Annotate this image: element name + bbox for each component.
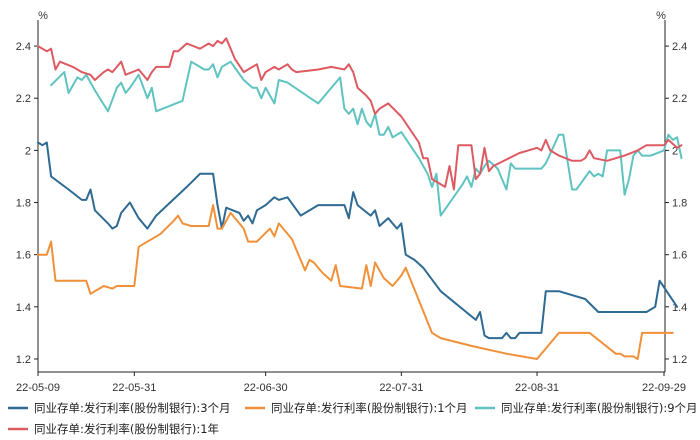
- y-tick-label-right: 1.8: [672, 198, 687, 210]
- y-tick-label-left: 2.4: [16, 41, 31, 53]
- y-unit-right: %: [656, 10, 666, 22]
- y-tick-label-right: 1.2: [672, 354, 687, 366]
- y-tick-label-left: 1.4: [16, 302, 31, 314]
- series-line-3: [37, 37, 683, 191]
- axes: % %1.2 1.21.4 1.41.6 1.61.8 1.82 22.2 2.22.4 2.4…: [16, 10, 688, 394]
- y-tick-label-left: 1.2: [16, 354, 31, 366]
- series-lines: [37, 37, 683, 360]
- x-tick-label: 22-08-31: [515, 382, 559, 394]
- x-tick-label: 22-09-29: [642, 382, 686, 394]
- y-tick-label-right: 2.4: [672, 41, 687, 53]
- series-line-1: [37, 204, 674, 360]
- y-tick-label-left: 2.2: [16, 93, 31, 105]
- legend-label-1: 同业存单:发行利率(股份制银行):1个月: [271, 401, 468, 415]
- legend-label-2: 同业存单:发行利率(股份制银行):9个月: [501, 401, 698, 415]
- series-line-0: [37, 141, 679, 340]
- legend-label-0: 同业存单:发行利率(股份制银行):3个月: [34, 401, 231, 415]
- legend: 同业存单:发行利率(股份制银行):3个月 同业存单:发行利率(股份制银行):1个月…: [8, 401, 698, 436]
- y-tick-label-right: 2: [672, 145, 678, 157]
- x-tick-label: 22-07-31: [379, 382, 423, 394]
- y-unit-left: %: [38, 10, 48, 22]
- x-tick-label: 22-05-09: [16, 382, 60, 394]
- y-tick-label-right: 1.6: [672, 250, 687, 262]
- series-line-2: [50, 60, 683, 217]
- x-tick-label: 22-05-31: [112, 382, 156, 394]
- y-tick-label-left: 2: [25, 145, 31, 157]
- x-tick-label: 22-06-30: [244, 382, 288, 394]
- y-tick-label-left: 1.8: [16, 198, 31, 210]
- legend-label-3: 同业存单:发行利率(股份制银行):1年: [34, 422, 219, 436]
- y-tick-label-left: 1.6: [16, 250, 31, 262]
- y-tick-label-right: 2.2: [672, 93, 687, 105]
